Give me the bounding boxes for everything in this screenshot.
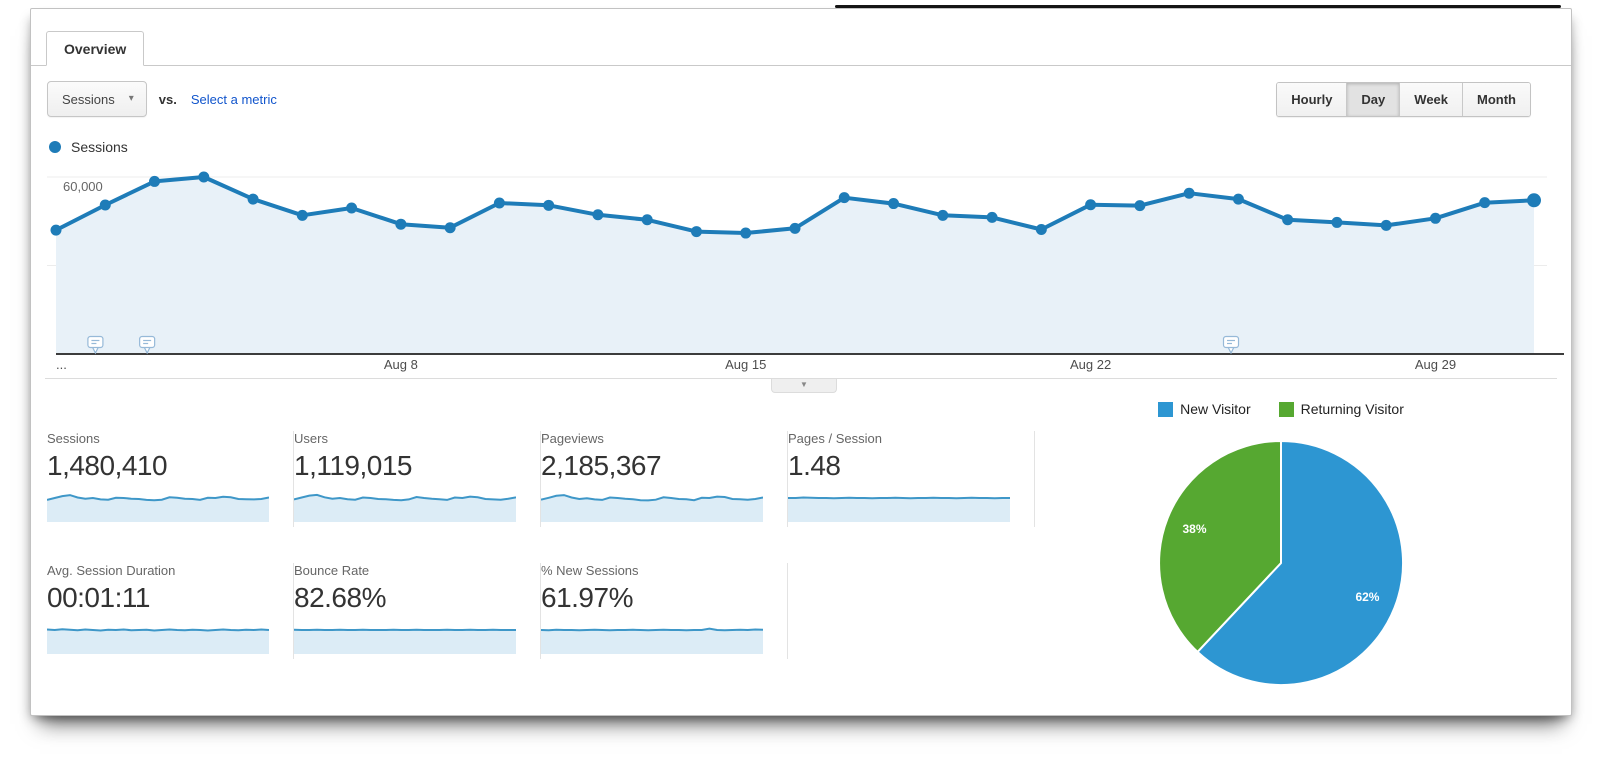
tab-row: Overview <box>31 9 1571 66</box>
svg-text:Aug 8: Aug 8 <box>384 357 418 372</box>
metric-sparkline <box>293 493 517 522</box>
metric-value: 1,119,015 <box>294 450 413 481</box>
tab-overview[interactable]: Overview <box>46 31 145 66</box>
returning-visitor-swatch-icon <box>1278 401 1294 417</box>
returning-visitor-legend-label: Returning Visitor <box>1300 401 1404 417</box>
pie-legend: New Visitor Returning Visitor <box>1051 401 1511 417</box>
pie-slice-label: 62% <box>1355 590 1379 604</box>
metric-value: 61.97% <box>541 582 633 613</box>
metric-card[interactable]: % New Sessions 61.97% <box>540 563 788 659</box>
chart-bottom-divider <box>45 378 1557 379</box>
granularity-day-button[interactable]: Day <box>1346 82 1400 116</box>
new-visitor-swatch-icon <box>1158 401 1174 417</box>
vs-label: vs. <box>158 91 177 107</box>
svg-text:Aug 29: Aug 29 <box>1415 357 1456 372</box>
pie-slice-label: 38% <box>1183 522 1207 536</box>
metric-select[interactable]: Sessions ▾ <box>47 81 147 117</box>
summary-metrics-grid: Sessions 1,480,410 Users 1,119,015 Pageviews… <box>46 431 1035 659</box>
metric-label: Pageviews <box>541 431 604 446</box>
granularity-week-button[interactable]: Week <box>1399 82 1463 116</box>
chart-legend: Sessions <box>49 139 1571 155</box>
sessions-legend-dot-icon <box>49 141 61 153</box>
frame-top-edge <box>835 5 1561 8</box>
metric-label: Sessions <box>47 431 100 446</box>
metric-sparkline <box>46 494 270 522</box>
metric-label: Pages / Session <box>788 431 882 446</box>
metric-value: 1.48 <box>788 450 841 481</box>
new-visitor-legend-label: New Visitor <box>1180 401 1251 417</box>
annotation-bubble-icon <box>1222 335 1240 355</box>
metric-value: 82.68% <box>294 582 386 613</box>
metric-sparkline <box>46 628 270 654</box>
chart-toolbar: Sessions ▾ vs. Select a metric Hourly Da… <box>47 81 1531 117</box>
metric-card[interactable]: Bounce Rate 82.68% <box>293 563 541 659</box>
metric-card[interactable]: Sessions 1,480,410 <box>46 431 294 527</box>
overview-panel: Overview Sessions ▾ vs. Select a metric … <box>30 8 1572 716</box>
metric-label: % New Sessions <box>541 563 639 578</box>
granularity-switcher: Hourly Day Week Month <box>1276 81 1531 117</box>
annotation-bubble-icon <box>87 335 104 355</box>
chevron-down-icon: ▼ <box>800 380 808 389</box>
metric-label: Bounce Rate <box>294 563 370 578</box>
metric-card[interactable]: Avg. Session Duration 00:01:11 <box>46 563 294 659</box>
pie-legend-item-new-visitor[interactable]: New Visitor <box>1158 401 1251 417</box>
pie-slice[interactable] <box>1196 440 1405 686</box>
metric-sparkline <box>540 627 764 654</box>
sessions-legend-label: Sessions <box>71 139 128 155</box>
visitor-type-block: New Visitor Returning Visitor 62% 38% <box>1051 401 1511 693</box>
metric-value: 2,185,367 <box>541 450 662 481</box>
metric-sparkline <box>788 496 1010 522</box>
metric-card[interactable]: Pageviews 2,185,367 <box>540 431 788 527</box>
metric-select-value: Sessions <box>62 91 115 107</box>
metric-label: Users <box>294 431 328 446</box>
metric-sparkline <box>293 628 516 654</box>
metric-sparkline <box>540 494 764 522</box>
svg-text:...: ... <box>56 357 67 372</box>
annotations-toggle[interactable]: ▼ <box>771 379 837 393</box>
visitor-type-pie-chart[interactable]: 62% 38% <box>1151 433 1411 693</box>
metric-card[interactable]: Users 1,119,015 <box>293 431 541 527</box>
pie-slice[interactable] <box>1158 440 1282 653</box>
svg-text:Aug 22: Aug 22 <box>1070 357 1111 372</box>
svg-text:Aug 15: Aug 15 <box>725 357 766 372</box>
annotation-bubble-icon <box>139 335 156 355</box>
select-a-metric-link[interactable]: Select a metric <box>190 91 277 107</box>
granularity-hourly-button[interactable]: Hourly <box>1277 82 1347 116</box>
metric-label: Avg. Session Duration <box>47 563 176 578</box>
metric-value: 1,480,410 <box>47 450 168 481</box>
metric-card[interactable]: Pages / Session 1.48 <box>788 431 1035 527</box>
caret-down-icon: ▾ <box>128 93 134 104</box>
pie-legend-item-returning-visitor[interactable]: Returning Visitor <box>1278 401 1404 417</box>
granularity-month-button[interactable]: Month <box>1462 82 1530 116</box>
metric-value: 00:01:11 <box>47 582 150 613</box>
svg-text:60,000: 60,000 <box>63 179 103 194</box>
